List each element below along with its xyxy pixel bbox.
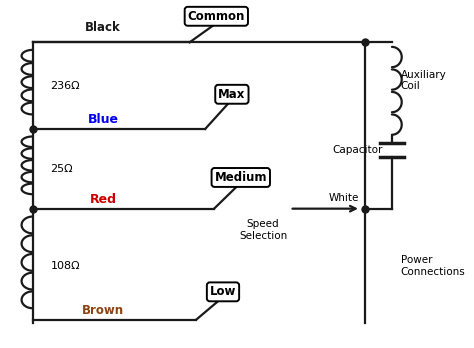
Text: Common: Common	[188, 10, 245, 23]
Text: Auxiliary
Coil: Auxiliary Coil	[401, 70, 447, 91]
Text: Red: Red	[90, 193, 117, 206]
Text: 236Ω: 236Ω	[51, 81, 80, 90]
Text: Low: Low	[210, 285, 236, 298]
Text: Speed
Selection: Speed Selection	[239, 219, 287, 241]
Text: Power
Connections: Power Connections	[401, 255, 465, 277]
Text: Max: Max	[218, 88, 246, 101]
Text: Black: Black	[85, 21, 121, 34]
Text: Blue: Blue	[87, 113, 118, 126]
Text: Brown: Brown	[82, 304, 124, 317]
Text: 25Ω: 25Ω	[51, 164, 73, 174]
Text: Medium: Medium	[215, 171, 267, 184]
Text: White: White	[328, 193, 359, 204]
Text: Capacitor: Capacitor	[333, 145, 383, 155]
Text: 108Ω: 108Ω	[51, 261, 80, 271]
